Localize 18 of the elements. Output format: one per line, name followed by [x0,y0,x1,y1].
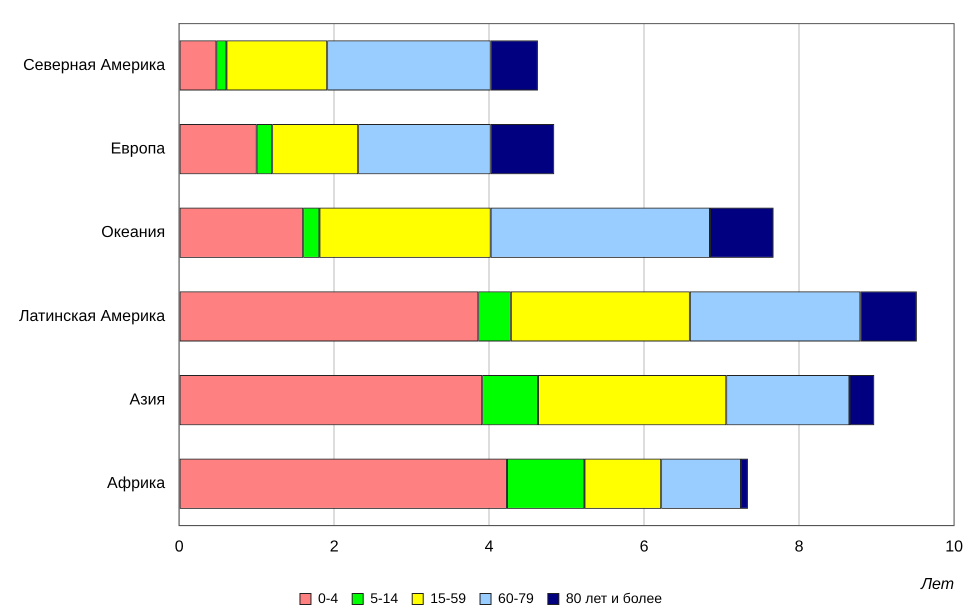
x-tick-label: 0 [174,538,184,556]
legend-label: 15-59 [430,590,466,606]
y-tick-label: Европа [110,140,166,158]
legend-label: 0-4 [318,590,338,606]
y-tick-label: Африка [107,475,166,492]
legend-label: 60-79 [498,590,534,606]
y-tick-label: Океания [101,224,166,242]
x-tick-label: 8 [794,538,804,556]
legend-label: 5-14 [370,590,398,606]
y-tick-label: Северная Америка [23,56,166,74]
y-tick-label: Азия [130,392,166,409]
x-tick-label: 4 [484,538,494,556]
legend-label: 80 лет и более [566,590,662,606]
x-tick-label: 6 [640,538,649,556]
y-tick-label: Латинская Америка [18,308,166,325]
x-tick-label: 10 [945,538,964,556]
x-axis-title: Лет [920,576,954,593]
x-tick-label: 2 [330,538,339,556]
